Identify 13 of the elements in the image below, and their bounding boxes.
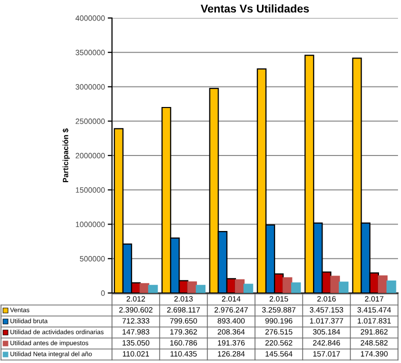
bar — [140, 283, 150, 293]
bar — [148, 284, 158, 293]
bar — [291, 282, 301, 293]
bar — [187, 281, 197, 293]
bar — [378, 275, 388, 293]
bar — [338, 282, 349, 293]
bar — [234, 279, 245, 293]
bar — [282, 277, 292, 293]
bar — [243, 284, 254, 293]
chart-title: Ventas Vs Utilidades — [200, 4, 309, 13]
bar — [330, 276, 340, 293]
bar — [386, 280, 396, 293]
bar — [196, 284, 206, 293]
